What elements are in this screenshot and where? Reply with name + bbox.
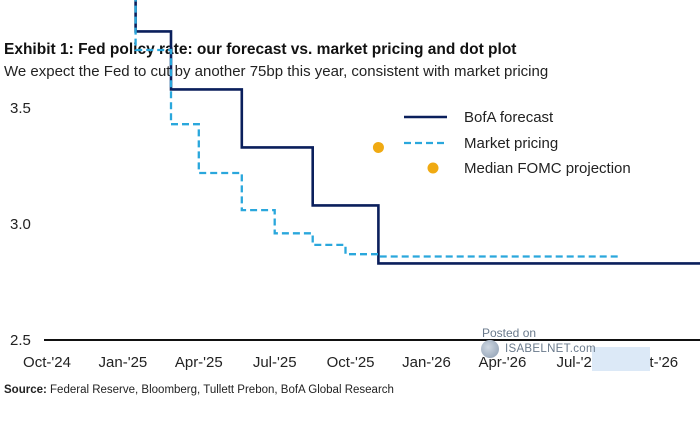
legend-label-bofa: BofA forecast [464,109,554,126]
y-tick-label: 2.5 [10,332,31,349]
fomc-point [372,141,384,153]
x-tick-label: Oct-'25 [327,354,375,371]
y-tick-label: 3.5 [10,100,31,117]
source-label: Source: [4,384,47,396]
source-note: Source: Federal Reserve, Bloomberg, Tull… [4,384,394,396]
watermark-site: ISABELNET.com [505,343,596,355]
series-bofa-forecast [134,0,700,265]
series-market-pricing [134,0,619,258]
watermark-posted-on: Posted on [482,326,537,340]
x-tick-label: Jan-'26 [402,354,451,371]
globe-icon [481,340,499,358]
chart-subtitle: We expect the Fed to cut by another 75bp… [4,63,549,80]
legend-label-fomc: Median FOMC projection [464,160,631,177]
x-tick-label: Jul-'26 [556,354,600,371]
x-tick-label: Jan-'25 [99,354,148,371]
x-tick-label: Apr-'25 [175,354,223,371]
legend-swatch-fomc [427,162,439,174]
chart-title: Exhibit 1: Fed policy rate: our forecast… [4,41,517,58]
y-tick-label: 3.0 [10,216,31,233]
watermark-highlight [592,347,650,371]
x-tick-label: Apr-'26 [478,354,526,371]
y-tick-label: 4.0 [10,0,31,1]
legend-label-market: Market pricing [464,135,558,152]
x-tick-label: Jul-'25 [253,354,297,371]
x-tick-label: Oct-'24 [23,354,71,371]
source-text: Federal Reserve, Bloomberg, Tullett Preb… [46,384,394,396]
